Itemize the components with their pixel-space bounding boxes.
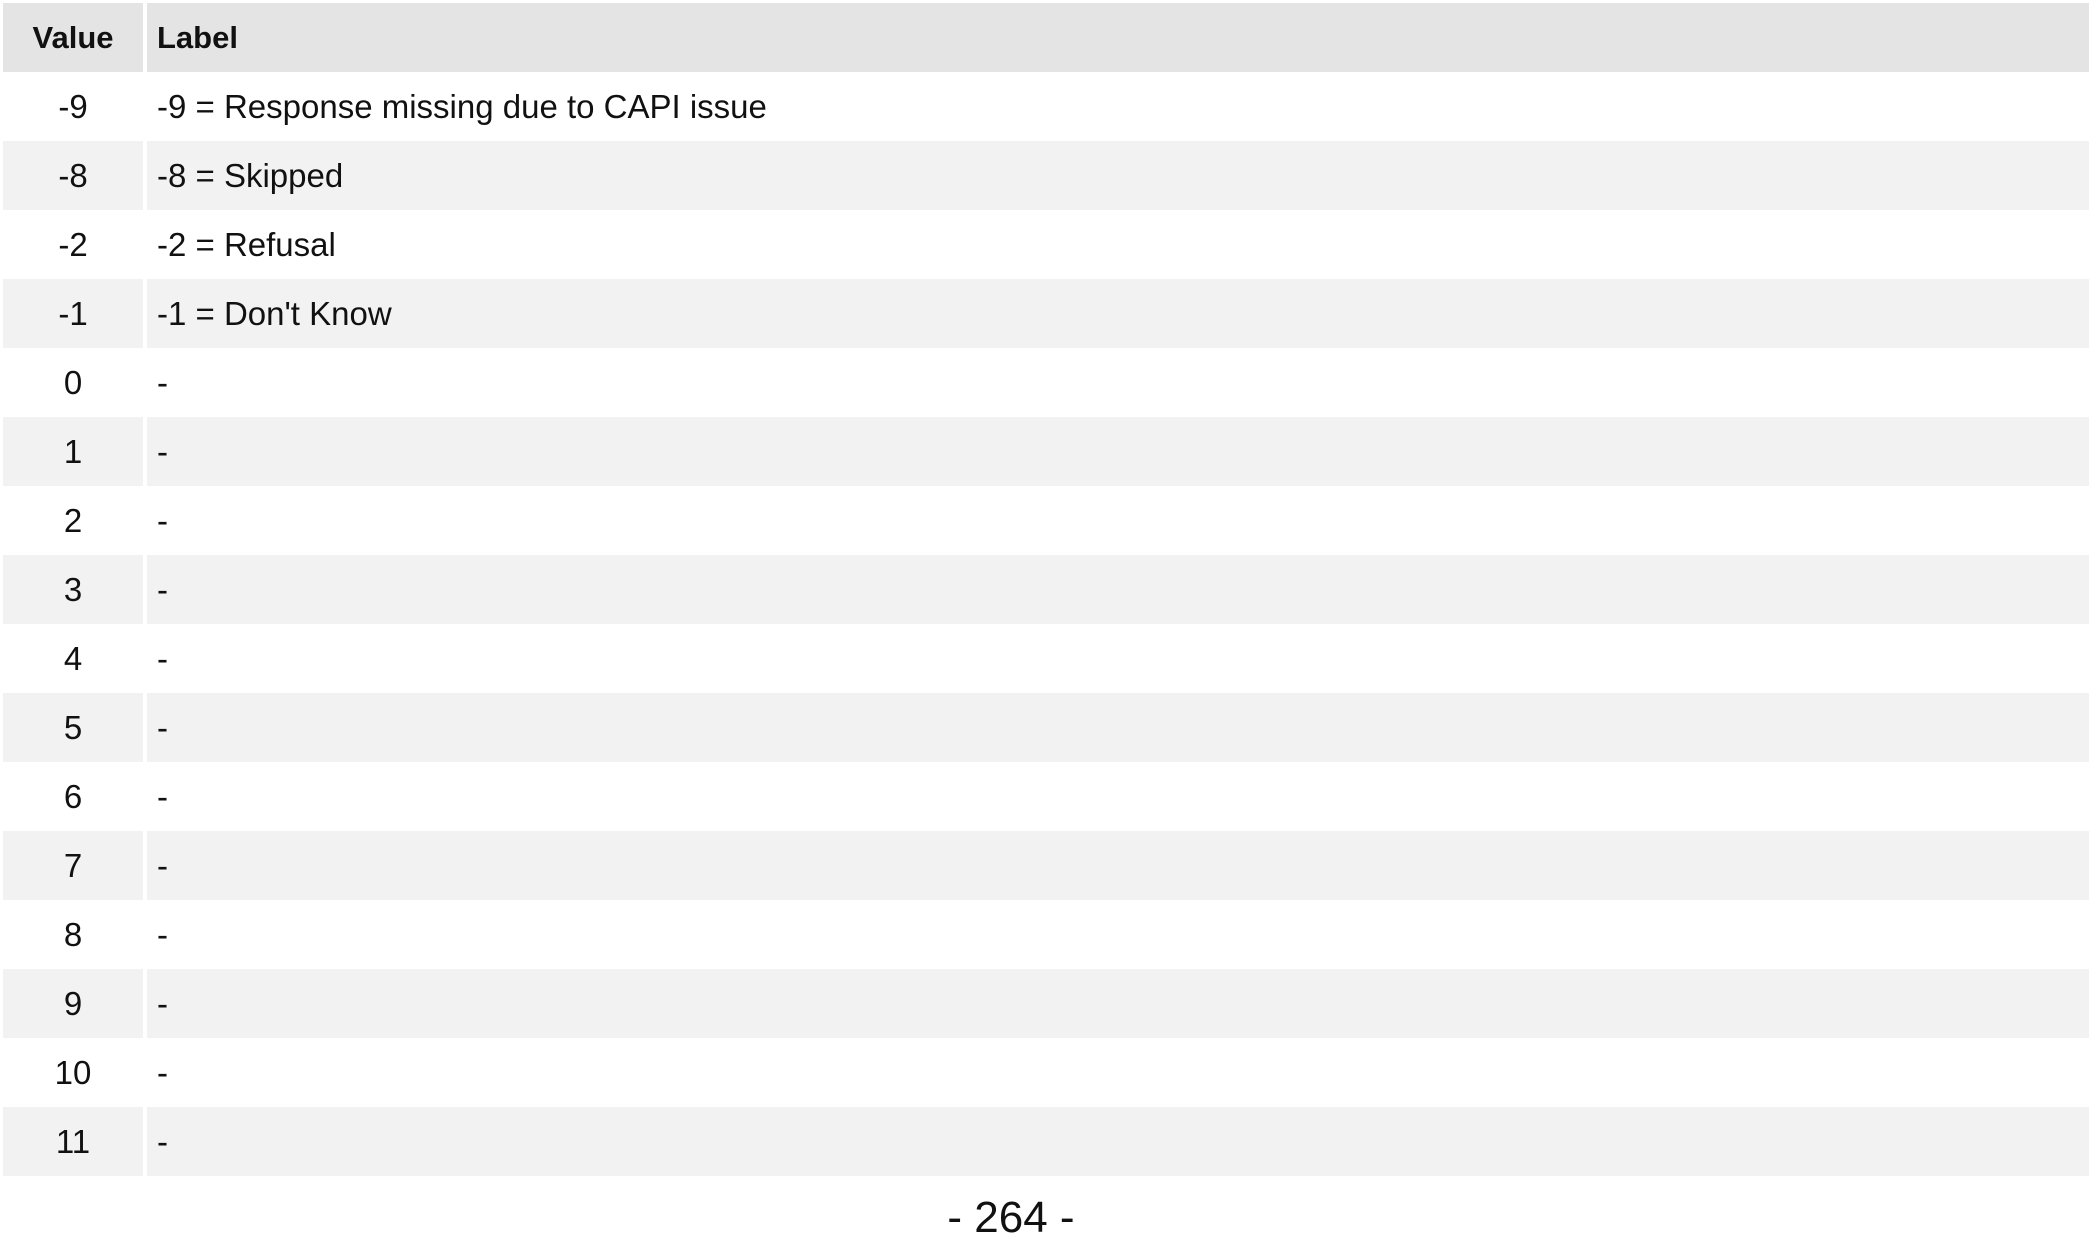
label-cell: -: [147, 624, 2089, 693]
value-cell: 9: [3, 969, 147, 1038]
value-cell: -2: [3, 210, 147, 279]
table-row: 8-: [3, 900, 2089, 969]
table-row: 6-: [3, 762, 2089, 831]
label-cell: -: [147, 486, 2089, 555]
table-row: 5-: [3, 693, 2089, 762]
table-row: 2-: [3, 486, 2089, 555]
value-cell: -8: [3, 141, 147, 210]
label-cell: -: [147, 417, 2089, 486]
label-cell: -: [147, 1038, 2089, 1107]
table-header: Value Label: [3, 3, 2089, 72]
label-cell: -: [147, 969, 2089, 1038]
value-cell: -9: [3, 72, 147, 141]
table-row: -1 -1 = Don't Know: [3, 279, 2089, 348]
table-row: 10-: [3, 1038, 2089, 1107]
table-row: 1-: [3, 417, 2089, 486]
table-row: 0-: [3, 348, 2089, 417]
value-cell: 10: [3, 1038, 147, 1107]
label-cell: -8 = Skipped: [147, 141, 2089, 210]
value-cell: -1: [3, 279, 147, 348]
value-cell: 7: [3, 831, 147, 900]
value-cell: 3: [3, 555, 147, 624]
value-cell: 4: [3, 624, 147, 693]
value-cell: 1: [3, 417, 147, 486]
label-cell: -: [147, 693, 2089, 762]
label-cell: -: [147, 1107, 2089, 1176]
value-cell: 8: [3, 900, 147, 969]
value-cell: 11: [3, 1107, 147, 1176]
label-cell: -9 = Response missing due to CAPI issue: [147, 72, 2089, 141]
label-cell: -: [147, 348, 2089, 417]
table-body: -9 -9 = Response missing due to CAPI issu…: [3, 72, 2089, 1176]
value-cell: 6: [3, 762, 147, 831]
label-cell: -: [147, 900, 2089, 969]
label-cell: -2 = Refusal: [147, 210, 2089, 279]
label-column-header: Label: [147, 3, 2089, 72]
label-cell: -1 = Don't Know: [147, 279, 2089, 348]
table-row: 4-: [3, 624, 2089, 693]
table-row: 9-: [3, 969, 2089, 1038]
table-row: 7-: [3, 831, 2089, 900]
label-cell: -: [147, 555, 2089, 624]
table-row: -2 -2 = Refusal: [3, 210, 2089, 279]
label-cell: -: [147, 831, 2089, 900]
value-cell: 5: [3, 693, 147, 762]
value-label-table: Value Label -9 -9 = Response missing due …: [3, 3, 2089, 1176]
value-cell: 2: [3, 486, 147, 555]
header-row: Value Label: [3, 3, 2089, 72]
page-number: - 264 -: [947, 1193, 1075, 1242]
value-column-header: Value: [3, 3, 147, 72]
table-row: 3-: [3, 555, 2089, 624]
table-row: 11-: [3, 1107, 2089, 1176]
label-cell: -: [147, 762, 2089, 831]
table-row: -8 -8 = Skipped: [3, 141, 2089, 210]
value-cell: 0: [3, 348, 147, 417]
table-row: -9 -9 = Response missing due to CAPI issu…: [3, 72, 2089, 141]
